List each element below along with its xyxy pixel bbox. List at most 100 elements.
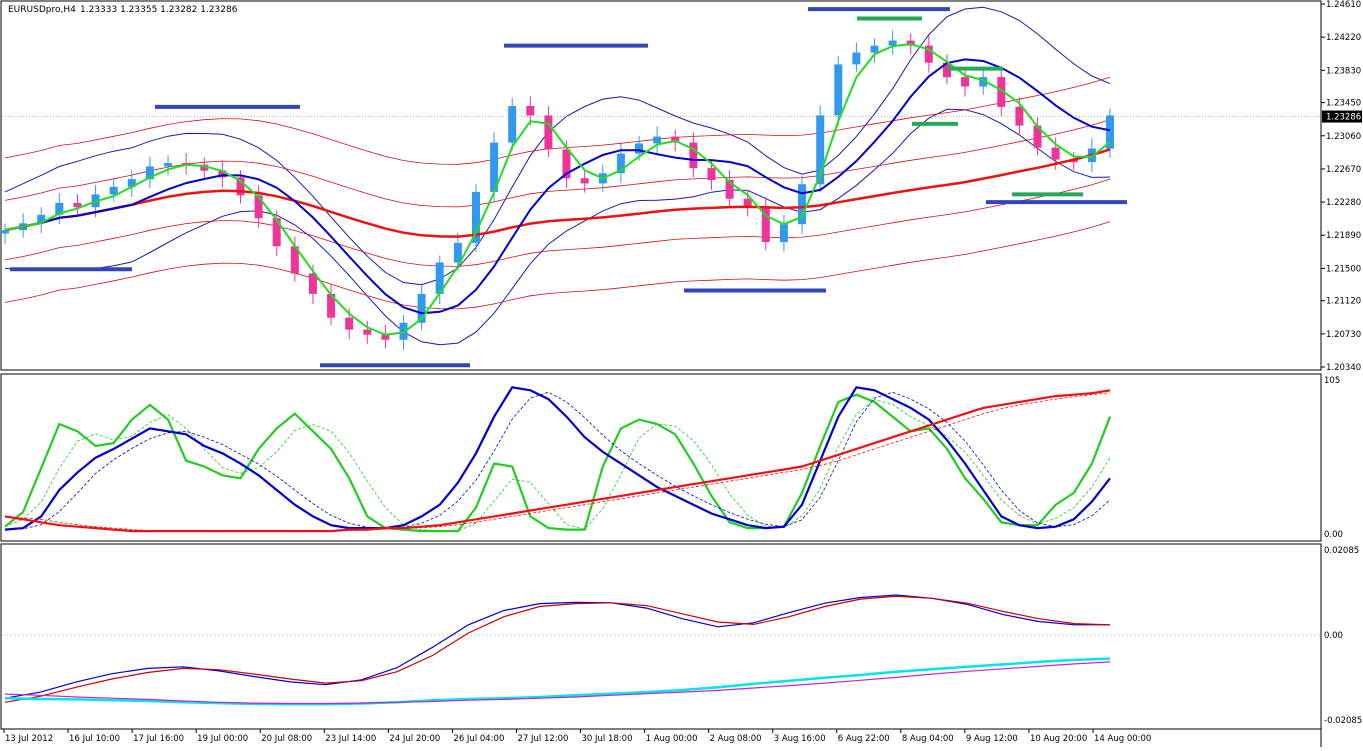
time-tick-label: 30 Jul 18:00 <box>582 734 633 744</box>
candle-body <box>236 177 245 196</box>
candle-body <box>254 195 263 219</box>
macd-panel-frame <box>0 543 1322 730</box>
candle-body <box>109 186 118 195</box>
candle-body <box>127 179 136 187</box>
candle-body <box>961 77 970 87</box>
candle-body <box>761 206 770 242</box>
current-price-tag-label: 1.23286 <box>1326 113 1361 123</box>
time-tick-label: 20 Jul 08:00 <box>261 734 312 744</box>
price-tick-label: 1.22280 <box>1326 198 1361 208</box>
candle-body <box>490 142 499 192</box>
price-tick-label: 1.21120 <box>1326 297 1361 307</box>
candle-body <box>580 178 589 184</box>
price-tick-label: 1.20730 <box>1326 330 1361 340</box>
envelope-band-red-3 <box>4 178 1111 267</box>
candle-body <box>145 166 154 180</box>
candle-body <box>852 52 861 65</box>
ohlc-readout: 1.23333 1.23355 1.23282 1.23286 <box>80 5 238 15</box>
candle-body <box>73 202 82 208</box>
price-tick-label: 1.21890 <box>1326 231 1361 241</box>
price-tick-label: 1.23060 <box>1326 132 1361 142</box>
candle-body <box>1015 106 1024 126</box>
price-tick-label: 1.20340 <box>1326 363 1361 373</box>
time-tick-label: 13 Jul 2012 <box>5 734 53 744</box>
candle-body <box>272 218 281 247</box>
ma-mid-line <box>4 58 1111 315</box>
time-tick-label: 24 Jul 20:00 <box>389 734 440 744</box>
osc-tick-label: 0.00 <box>1324 530 1343 540</box>
bollinger-band-blue-0 <box>4 6 1111 286</box>
macd-tick-label: 0.00 <box>1324 631 1343 641</box>
candle-body <box>55 202 64 215</box>
oscillator-line-1 <box>4 386 1111 531</box>
candle-body <box>616 153 625 174</box>
bollinger-band-blue-1 <box>4 108 1111 346</box>
time-tick-label: 2 Aug 08:00 <box>710 734 762 744</box>
candle-body <box>779 224 788 243</box>
candle-body <box>562 149 571 179</box>
macd-panel <box>2 594 1320 706</box>
macd-tick-label: -0.02085 <box>1324 716 1362 726</box>
candle-body <box>816 115 825 185</box>
candle-body <box>472 191 480 243</box>
candle-body <box>453 242 462 263</box>
candle-body <box>544 115 553 150</box>
oscillator-signal-0 <box>4 399 1111 532</box>
time-tick-label: 16 Jul 10:00 <box>69 734 120 744</box>
macd-line-1 <box>4 595 1111 703</box>
ma-fast-line <box>4 42 1111 336</box>
candle-body <box>435 262 444 294</box>
price-panel <box>1 6 1320 368</box>
candle-body <box>943 62 951 78</box>
candle-body <box>888 40 897 46</box>
envelope-band-red-0 <box>4 76 1111 165</box>
candle-body <box>1 230 9 234</box>
time-tick-label: 14 Aug 00:00 <box>1094 734 1151 744</box>
macd-line-2 <box>4 657 1111 706</box>
oscillator-signal-2 <box>4 392 1111 532</box>
candle-body <box>308 273 317 294</box>
macd-tick-label: 0.02085 <box>1324 546 1359 556</box>
candle-body <box>924 45 933 63</box>
axes: 1.24610 1.24220 1.23830 1.23450 1.23060 1.226… <box>3 0 1362 744</box>
candle-body <box>997 77 1006 107</box>
candle-body <box>979 77 988 87</box>
candle-body <box>218 170 227 178</box>
price-tick-label: 1.22670 <box>1326 165 1361 175</box>
candle-body <box>1106 115 1114 149</box>
candle-body <box>1033 125 1042 148</box>
candle-body <box>1051 147 1060 160</box>
price-tick-label: 1.21500 <box>1326 264 1361 274</box>
candle-body <box>834 64 843 116</box>
candle-body <box>689 142 698 169</box>
candle-body <box>635 143 643 154</box>
candle-body <box>671 136 680 143</box>
time-tick-label: 1 Aug 00:00 <box>646 734 698 744</box>
time-tick-label: 26 Jul 04:00 <box>453 734 504 744</box>
candle-body <box>417 293 426 323</box>
candle-body <box>526 106 535 116</box>
osc-tick-label: 105 <box>1324 376 1340 386</box>
candle-body <box>381 334 390 340</box>
envelope-band-red-1 <box>4 221 1111 310</box>
symbol-label: EURUSDpro,H4 <box>8 5 76 15</box>
price-tick-label: 1.24220 <box>1326 33 1361 43</box>
candle-body <box>743 198 752 207</box>
oscillator-panel <box>4 386 1112 533</box>
oscillator-panel-frame <box>0 373 1322 542</box>
candle-body <box>725 180 734 199</box>
time-tick-label: 27 Jul 12:00 <box>517 734 568 744</box>
candle-body <box>798 184 806 225</box>
candle-body <box>508 106 517 143</box>
price-tick-label: 1.23830 <box>1326 66 1361 76</box>
time-tick-label: 8 Aug 04:00 <box>902 734 954 744</box>
time-tick-label: 10 Aug 20:00 <box>1030 734 1087 744</box>
price-tick-label: 1.23450 <box>1326 99 1361 109</box>
time-tick-label: 17 Jul 16:00 <box>133 734 184 744</box>
candle-body <box>37 214 46 224</box>
candle-body <box>363 329 372 335</box>
candle-body <box>653 136 662 144</box>
candle-body <box>345 317 354 330</box>
